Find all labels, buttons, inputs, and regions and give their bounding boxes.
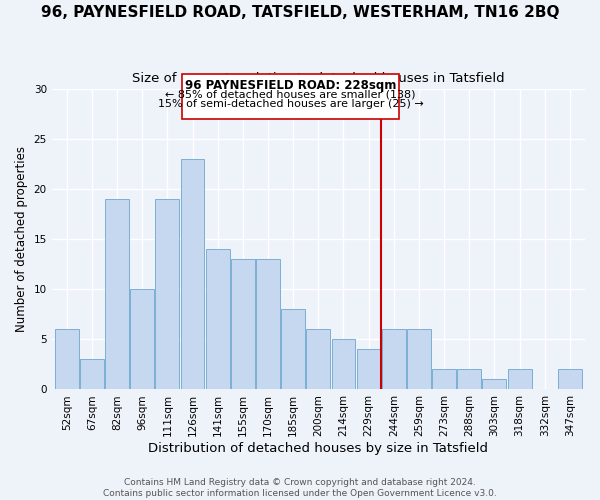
Bar: [130, 290, 154, 390]
Text: 15% of semi-detached houses are larger (25) →: 15% of semi-detached houses are larger (…: [158, 100, 424, 110]
Bar: [482, 380, 506, 390]
Bar: [231, 260, 255, 390]
Text: ← 85% of detached houses are smaller (138): ← 85% of detached houses are smaller (13…: [166, 90, 416, 100]
Text: 96, PAYNESFIELD ROAD, TATSFIELD, WESTERHAM, TN16 2BQ: 96, PAYNESFIELD ROAD, TATSFIELD, WESTERH…: [41, 5, 559, 20]
Bar: [105, 200, 129, 390]
Bar: [181, 160, 205, 390]
Bar: [558, 370, 582, 390]
Bar: [457, 370, 481, 390]
FancyBboxPatch shape: [182, 74, 399, 120]
Text: 96 PAYNESFIELD ROAD: 228sqm: 96 PAYNESFIELD ROAD: 228sqm: [185, 79, 397, 92]
Title: Size of property relative to detached houses in Tatsfield: Size of property relative to detached ho…: [132, 72, 505, 86]
Bar: [256, 260, 280, 390]
Bar: [508, 370, 532, 390]
Bar: [155, 200, 179, 390]
Bar: [206, 250, 230, 390]
Bar: [307, 330, 330, 390]
Bar: [55, 330, 79, 390]
X-axis label: Distribution of detached houses by size in Tatsfield: Distribution of detached houses by size …: [148, 442, 488, 455]
Text: Contains HM Land Registry data © Crown copyright and database right 2024.
Contai: Contains HM Land Registry data © Crown c…: [103, 478, 497, 498]
Bar: [281, 310, 305, 390]
Bar: [80, 360, 104, 390]
Bar: [382, 330, 406, 390]
Bar: [356, 350, 380, 390]
Y-axis label: Number of detached properties: Number of detached properties: [15, 146, 28, 332]
Bar: [432, 370, 456, 390]
Bar: [407, 330, 431, 390]
Bar: [332, 340, 355, 390]
